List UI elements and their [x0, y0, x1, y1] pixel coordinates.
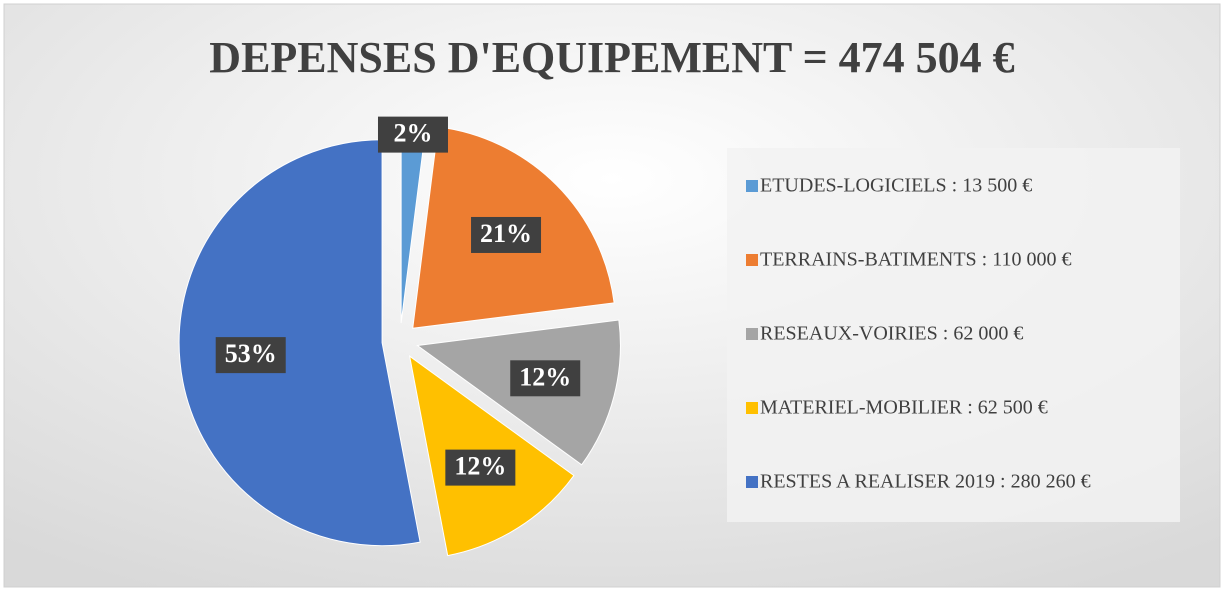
legend-label: RESEAUX-VOIRIES : 62 000 € — [760, 323, 1023, 345]
legend-swatch — [746, 328, 758, 340]
data-label-box — [471, 216, 542, 253]
data-label: 12% — [454, 452, 506, 481]
legend-swatch — [746, 402, 758, 414]
data-label: 12% — [519, 362, 571, 391]
data-label-box — [377, 116, 448, 153]
chart-title: DEPENSES D'EQUIPEMENT = 474 504 € — [209, 33, 1014, 82]
data-label-box — [445, 449, 516, 486]
data-label: 21% — [480, 219, 532, 248]
data-label-box — [215, 337, 286, 374]
data-label: 53% — [225, 339, 277, 368]
pie-slice — [178, 139, 421, 547]
legend-swatch — [746, 180, 758, 192]
legend-swatch — [746, 476, 758, 488]
legend-label: TERRAINS-BATIMENTS : 110 000 € — [760, 249, 1071, 271]
data-label-box — [510, 360, 581, 397]
legend-label: MATERIEL-MOBILIER : 62 500 € — [760, 397, 1048, 419]
legend-box — [727, 148, 1180, 522]
data-label: 2% — [393, 119, 432, 148]
legend-label: RESTES A REALISER 2019 : 280 260 € — [760, 471, 1091, 493]
legend-label: ETUDES-LOGICIELS : 13 500 € — [760, 175, 1032, 197]
legend-swatch — [746, 254, 758, 266]
